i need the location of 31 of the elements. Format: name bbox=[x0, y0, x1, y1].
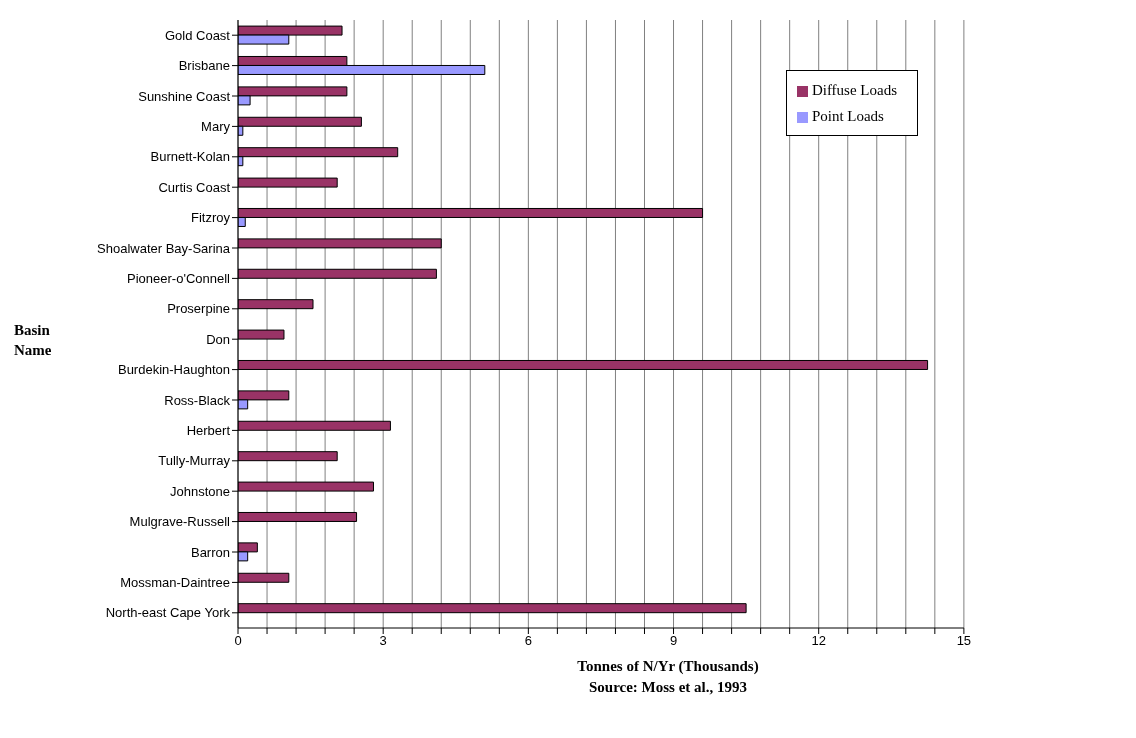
legend-label: Diffuse Loads bbox=[811, 82, 897, 98]
x-tick-label: 12 bbox=[811, 633, 826, 649]
y-tick-label: Proserpine bbox=[167, 301, 230, 317]
source-note: Source: Moss et al., 1993 bbox=[587, 679, 748, 696]
x-tick-label: 3 bbox=[379, 633, 387, 649]
y-tick-label: Johnstone bbox=[170, 483, 230, 499]
x-tick-label: 9 bbox=[669, 633, 678, 649]
y-tick-label: North-east Cape York bbox=[105, 605, 231, 621]
y-tick-label: Burnett-Kolan bbox=[150, 149, 230, 165]
y-tick-label: Fitzroy bbox=[191, 210, 231, 226]
y-tick-label: Don bbox=[206, 331, 230, 347]
y-tick-label: Brisbane bbox=[178, 58, 230, 74]
y-tick-label: Herbert bbox=[186, 423, 231, 439]
y-tick-label: Burdekin-Haughton bbox=[117, 362, 230, 378]
y-axis-title: Basin Name bbox=[14, 321, 53, 360]
x-tick-label: 15 bbox=[956, 633, 972, 649]
legend-label: Point Loads bbox=[811, 108, 884, 124]
y-tick-label: Barron bbox=[190, 544, 230, 560]
x-tick-label: 6 bbox=[524, 633, 532, 649]
y-tick-label: Tully-Murray bbox=[158, 453, 231, 469]
y-tick-label: Ross-Black bbox=[164, 392, 231, 408]
y-tick-label: Shoalwater Bay-Sarina bbox=[97, 240, 231, 256]
y-tick-label: Sunshine Coast bbox=[138, 88, 231, 104]
y-tick-label: Mossman-Daintree bbox=[120, 575, 230, 591]
y-tick-label: Pioneer-o'Connell bbox=[127, 271, 231, 287]
y-tick-label: Gold Coast bbox=[164, 27, 231, 43]
x-tick-label: 0 bbox=[234, 633, 242, 649]
y-tick-label: Mary bbox=[201, 119, 231, 135]
x-axis-title: Tonnes of N/Yr (Thousands) bbox=[576, 658, 760, 675]
y-tick-label: Curtis Coast bbox=[158, 179, 231, 195]
y-tick-label: Mulgrave-Russell bbox=[129, 514, 231, 530]
